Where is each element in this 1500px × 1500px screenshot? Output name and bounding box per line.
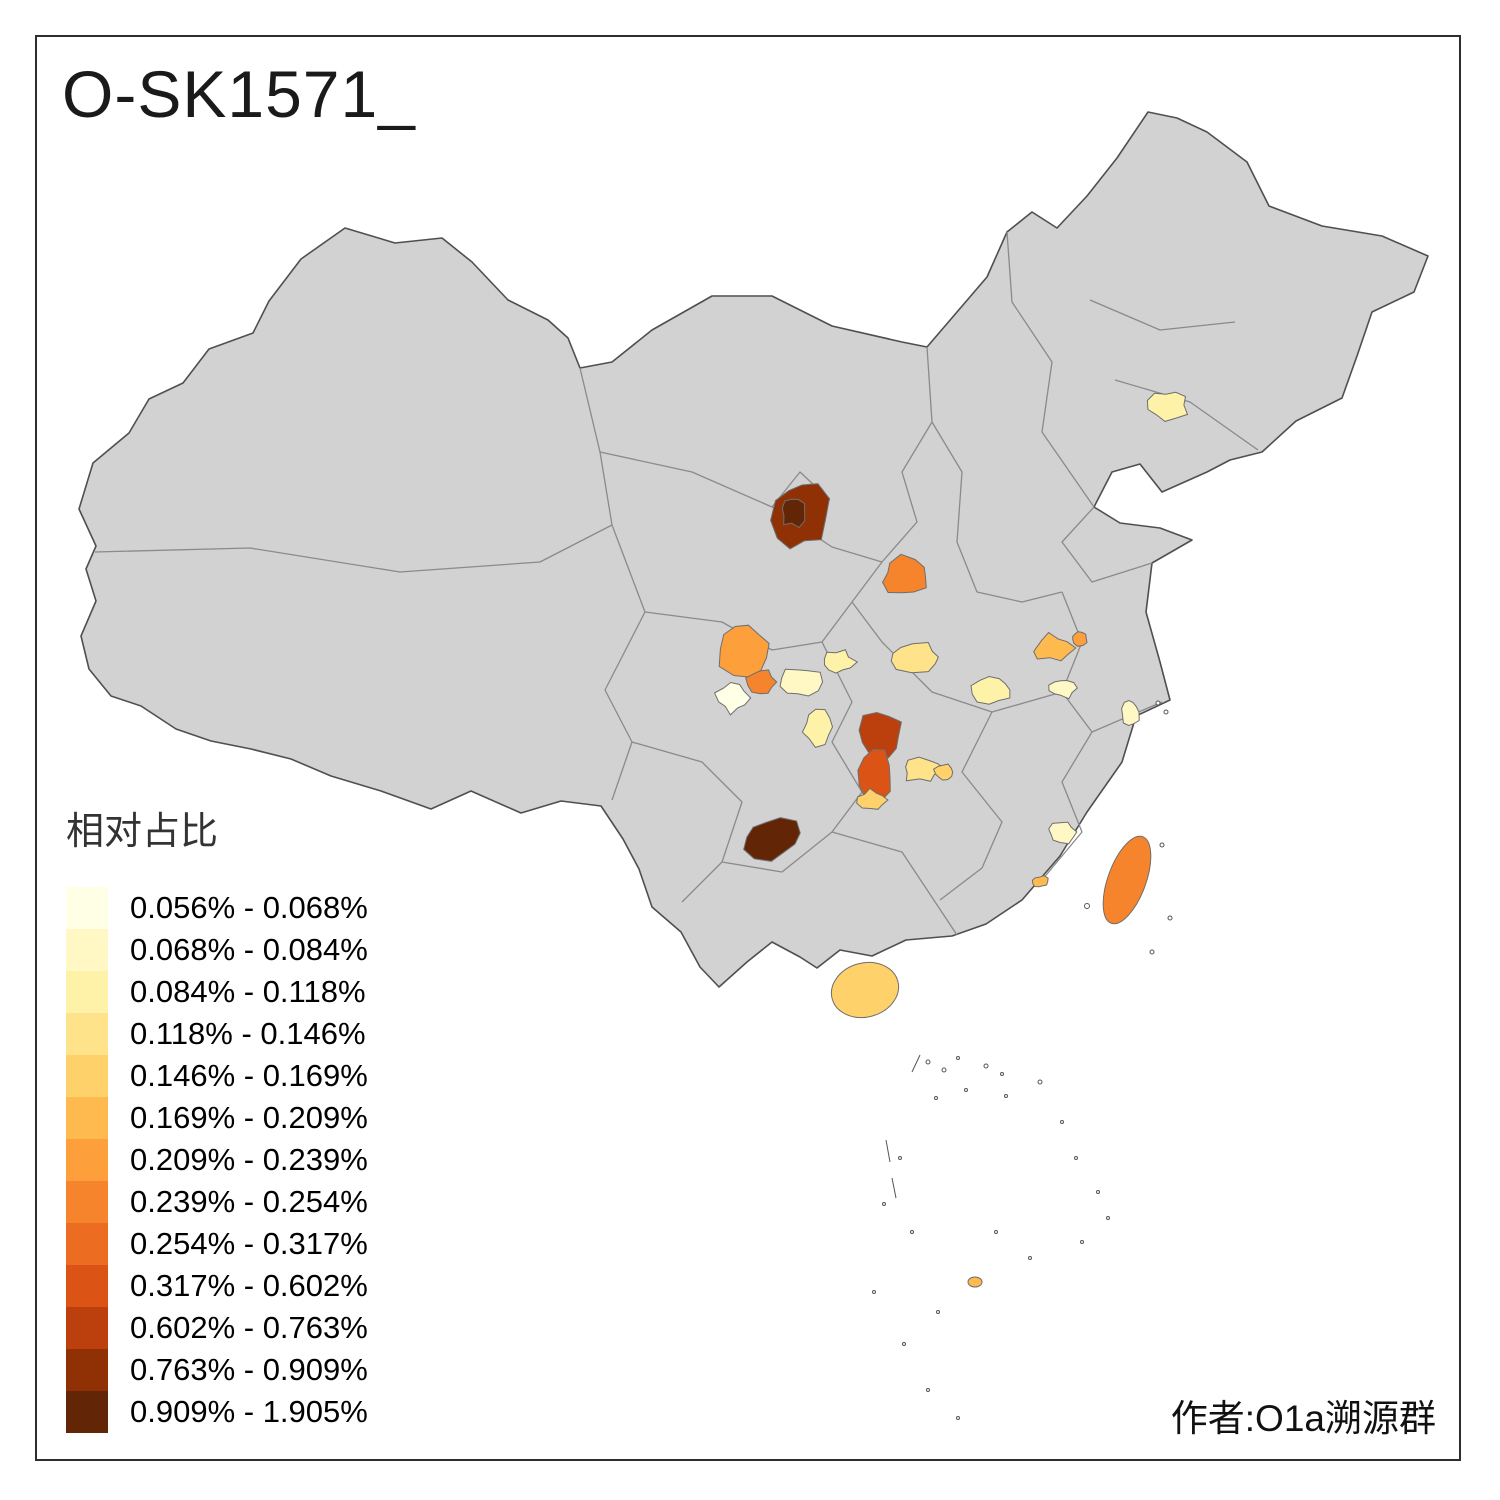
map-region-region-11 — [890, 641, 940, 674]
legend-row: 0.317% - 0.602% — [66, 1265, 368, 1307]
chart-title: O-SK1571_ — [62, 57, 416, 131]
map-region-region-16 — [858, 711, 902, 762]
legend-swatch — [66, 971, 108, 1013]
map-region-region-12 — [1033, 631, 1077, 662]
map-region-region-7 — [713, 681, 752, 716]
map-region-region-14 — [970, 675, 1011, 705]
legend-title: 相对占比 — [66, 811, 219, 853]
legend-label: 0.169% - 0.209% — [130, 1100, 368, 1135]
legend-label: 0.317% - 0.602% — [130, 1268, 368, 1303]
legend-label: 0.909% - 1.905% — [130, 1394, 368, 1429]
map-region-region-24 — [1031, 875, 1049, 888]
legend: 相对占比 0.056% - 0.068% 0.068% - 0.084% 0.084… — [66, 800, 368, 1433]
legend-swatch — [66, 1097, 108, 1139]
map-region-region-26 — [967, 1276, 983, 1288]
islets — [872, 700, 1173, 1420]
map-region-region-19 — [932, 763, 954, 781]
legend-row: 0.602% - 0.763% — [66, 1307, 368, 1349]
author-credit: 作者:O1a溯源群 — [1170, 1398, 1436, 1439]
map-region-hainan — [830, 961, 900, 1019]
legend-rows: 0.056% - 0.068% 0.068% - 0.084% 0.084% - 0… — [66, 887, 368, 1433]
legend-label: 0.068% - 0.084% — [130, 932, 368, 967]
map-region-region-4 — [882, 553, 927, 594]
legend-swatch — [66, 1055, 108, 1097]
map-region-region-6 — [745, 669, 778, 695]
legend-swatch — [66, 1139, 108, 1181]
legend-label: 0.763% - 0.909% — [130, 1352, 368, 1387]
legend-label: 0.602% - 0.763% — [130, 1310, 368, 1345]
legend-label: 0.084% - 0.118% — [130, 974, 366, 1009]
map-region-region-13 — [1072, 631, 1088, 647]
legend-row: 0.763% - 0.909% — [66, 1349, 368, 1391]
legend-label: 0.118% - 0.146% — [130, 1016, 366, 1051]
legend-row: 0.239% - 0.254% — [66, 1181, 368, 1223]
legend-row: 0.254% - 0.317% — [66, 1223, 368, 1265]
map-region-region-22 — [1048, 821, 1078, 845]
map-region-region-15 — [1048, 679, 1078, 700]
china-mainland-outline — [78, 111, 1429, 988]
legend-swatch — [66, 1391, 108, 1433]
legend-row: 0.118% - 0.146% — [66, 1013, 368, 1055]
legend-label: 0.254% - 0.317% — [130, 1226, 368, 1261]
legend-swatch — [66, 1181, 108, 1223]
legend-row: 0.209% - 0.239% — [66, 1139, 368, 1181]
legend-row: 0.169% - 0.209% — [66, 1097, 368, 1139]
map-region-region-1 — [1146, 391, 1189, 422]
map-region-region-10 — [801, 708, 834, 748]
legend-row: 0.084% - 0.118% — [66, 971, 368, 1013]
choropleth-regions — [713, 391, 1189, 1288]
map-region-region-21 — [743, 817, 801, 862]
legend-row: 0.056% - 0.068% — [66, 887, 368, 929]
map-region-region-3 — [781, 498, 806, 529]
map-region-region-23 — [1121, 699, 1140, 727]
legend-swatch — [66, 1265, 108, 1307]
map-region-taiwan — [1102, 835, 1152, 925]
legend-swatch — [66, 1223, 108, 1265]
legend-row: 0.068% - 0.084% — [66, 929, 368, 971]
legend-swatch — [66, 1013, 108, 1055]
map-region-region-5 — [718, 624, 770, 678]
legend-row: 0.146% - 0.169% — [66, 1055, 368, 1097]
legend-swatch — [66, 1349, 108, 1391]
map-region-region-9 — [823, 649, 859, 674]
legend-label: 0.239% - 0.254% — [130, 1184, 368, 1219]
legend-swatch — [66, 929, 108, 971]
legend-row: 0.909% - 1.905% — [66, 1391, 368, 1433]
legend-label: 0.056% - 0.068% — [130, 890, 368, 925]
legend-label: 0.209% - 0.239% — [130, 1142, 368, 1177]
legend-swatch — [66, 1307, 108, 1349]
legend-swatch — [66, 887, 108, 929]
map-region-region-18 — [905, 756, 947, 782]
legend-label: 0.146% - 0.169% — [130, 1058, 368, 1093]
map-region-region-8 — [779, 668, 824, 697]
map-region-region-20 — [856, 787, 889, 810]
